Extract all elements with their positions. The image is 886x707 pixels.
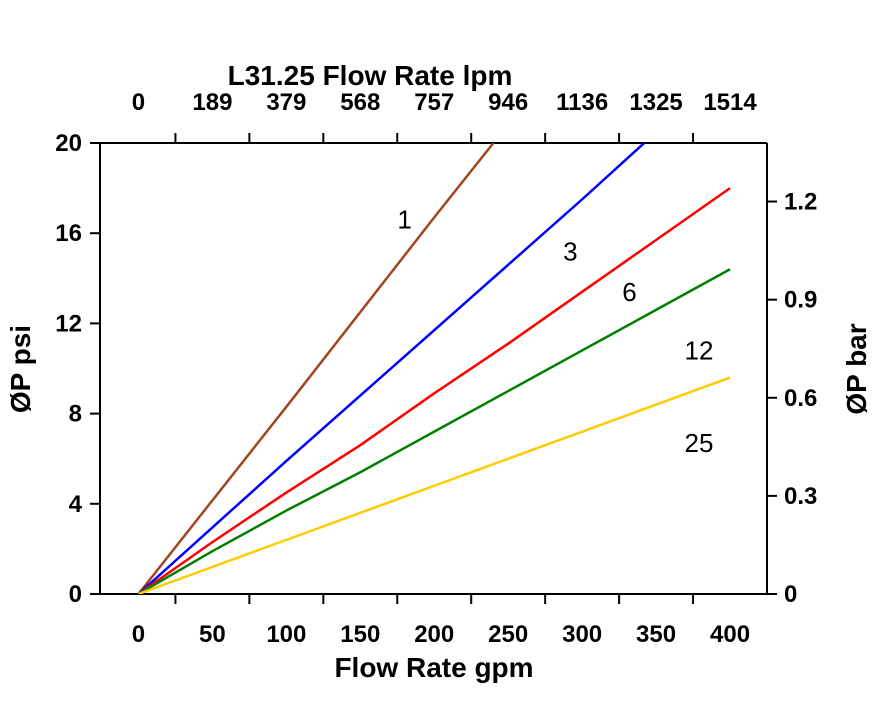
series-line-25 <box>138 376 731 594</box>
y2-tick-label: 1.2 <box>784 189 817 216</box>
x-tick-label: 350 <box>636 621 676 648</box>
x-axis-label: Flow Rate gpm <box>334 652 533 683</box>
series-line-12 <box>137 268 731 594</box>
top-tick-label: 946 <box>488 89 528 116</box>
y-tick-label: 12 <box>55 310 82 337</box>
series-line-1 <box>137 143 495 594</box>
series-line-3 <box>137 143 646 594</box>
y-tick-label: 16 <box>55 220 82 247</box>
top-tick-label: 568 <box>340 89 380 116</box>
x-tick-label: 0 <box>132 621 145 648</box>
top-tick-label: 757 <box>414 89 454 116</box>
y-tick-label: 20 <box>55 130 82 157</box>
y-axis-label: ØP psi <box>5 325 36 413</box>
series-label-1: 1 <box>397 205 411 235</box>
x-tick-label: 50 <box>199 621 226 648</box>
y2-tick-label: 0.6 <box>784 385 817 412</box>
y-tick-label: 4 <box>69 491 83 518</box>
y2-tick-label: 0.3 <box>784 483 817 510</box>
series-label-25: 25 <box>685 428 714 458</box>
series-label-12: 12 <box>685 335 714 365</box>
top-tick-label: 379 <box>266 89 306 116</box>
chart-title: L31.25 Flow Rate lpm <box>228 60 513 91</box>
top-tick-label: 0 <box>132 89 145 116</box>
x-tick-label: 200 <box>414 621 454 648</box>
y-tick-label: 0 <box>69 581 82 608</box>
top-tick-label: 1514 <box>703 89 757 116</box>
y2-tick-label: 0 <box>784 581 797 608</box>
x-tick-label: 150 <box>340 621 380 648</box>
top-tick-label: 1136 <box>556 89 608 116</box>
x-tick-label: 300 <box>562 621 602 648</box>
series-label-3: 3 <box>563 236 577 266</box>
series-line-6 <box>137 187 731 594</box>
x-tick-label: 400 <box>710 621 750 648</box>
y2-tick-label: 0.9 <box>784 287 817 314</box>
y-tick-label: 8 <box>69 401 82 428</box>
y2-axis-label: ØP bar <box>841 323 872 414</box>
series-label-6: 6 <box>622 277 636 307</box>
top-tick-label: 1325 <box>629 89 682 116</box>
top-tick-label: 189 <box>192 89 232 116</box>
x-tick-label: 250 <box>488 621 528 648</box>
x-tick-label: 100 <box>266 621 306 648</box>
